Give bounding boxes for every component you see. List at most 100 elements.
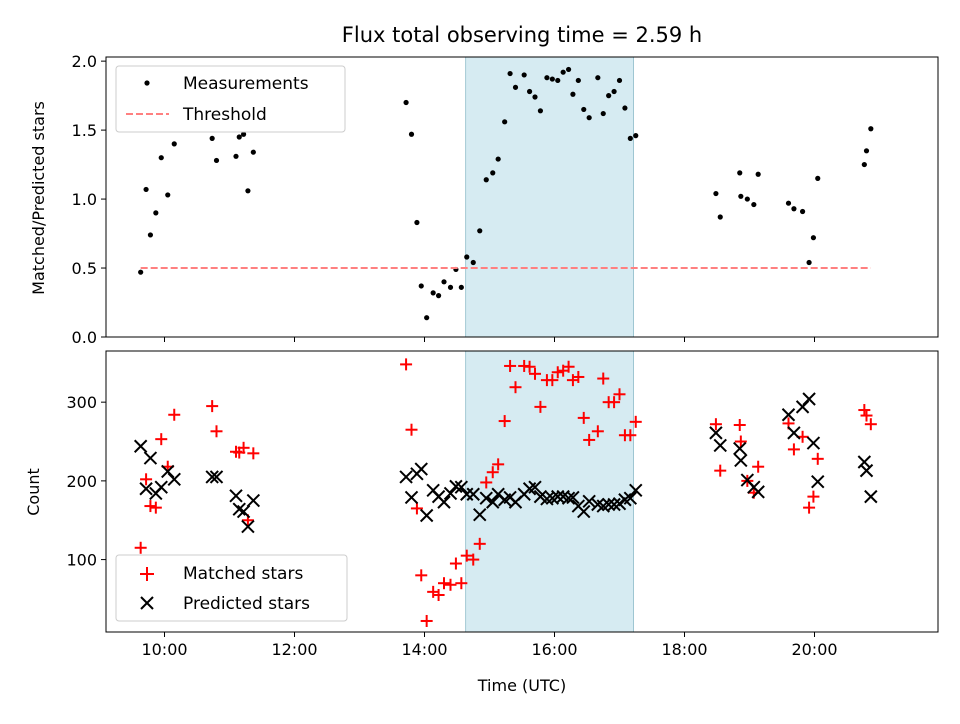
matched-star-point [577,411,590,424]
predicted-star-point [154,480,168,494]
measurement-point [549,76,555,82]
y-tick-label: 1.5 [72,121,97,140]
ratio-y-axis-label: Matched/Predicted stars [29,101,48,295]
measurement-point [616,77,623,84]
count-y-ticks: 100 200 300 [66,393,106,570]
measurement-point [622,105,628,111]
measurement-point [483,177,489,183]
measurement-point [570,91,576,97]
matched-star-point [486,466,499,479]
predicted-star-point [857,455,872,469]
matched-star-point [629,415,642,428]
measurement-point [233,153,239,159]
matched-star-point [210,425,223,438]
predicted-star-point [607,497,621,512]
measurement-point [600,110,606,117]
measurement-point [502,119,508,125]
predicted-star-point [582,494,596,509]
count-marks [133,358,878,627]
predicted-star-point [133,439,148,453]
measurement-point [435,293,442,299]
matched-star-point [608,396,621,409]
matched-star-point [140,473,153,486]
matched-star-point [734,435,747,448]
measurement-point [414,219,420,226]
y-tick-label: 2.0 [72,52,97,71]
measurement-point [861,161,867,168]
measurement-point [606,93,612,99]
predicted-star-point [713,438,727,453]
measurement-point [717,214,723,220]
matched-star-point [858,404,871,417]
y-tick-label: 1.0 [72,190,97,209]
matched-star-point [597,372,610,385]
predicted-star-point [781,408,796,422]
predicted-star-point [601,497,616,512]
predicted-star-point [241,519,255,534]
measurement-point [532,94,538,100]
matched-star-point [400,358,413,371]
x-tick-label: 20:00 [791,640,837,659]
highlight-span-top [465,56,634,338]
predicted-star-point [437,495,451,509]
legend-measurements-marker [144,80,150,86]
matched-star-point [583,433,596,446]
predicted-star-point [209,470,224,484]
measurement-point [403,99,409,106]
measurement-point [565,66,572,73]
ratio-marks [138,66,874,321]
predicted-star-point [566,490,580,505]
measurement-point [512,84,519,90]
measurement-point [537,108,544,114]
y-tick-label: 0.0 [72,328,97,347]
x-tick-label: 10:00 [141,640,187,659]
measurement-point [153,210,159,216]
matched-star-point [144,500,157,513]
matched-star-point [752,460,765,473]
x-tick-label: 14:00 [401,640,447,659]
measurement-point [245,188,251,194]
measurement-point [526,88,533,95]
matched-star-point [410,502,423,515]
measurement-point [147,232,154,238]
ratio-legend: Measurements Threshold [115,65,346,133]
measurement-point [785,200,792,206]
matched-star-point [449,557,462,570]
measurement-point [815,175,821,181]
measurement-point [806,259,812,266]
count-legend: Matched stars Predicted stars [115,554,348,622]
highlight-span-bottom [465,350,634,633]
measurement-point [863,148,870,154]
ratio-legend-box [115,65,346,133]
matched-star-point [803,501,816,514]
ratio-panel: 0.0 0.5 1.0 1.5 2.0 Flux total observing tim… [29,23,939,347]
measurement-point [581,106,587,113]
matched-star-point [405,423,418,436]
matched-star-point [438,577,450,590]
matched-star-point [455,577,468,590]
predicted-star-point [404,490,419,505]
matched-star-point [807,490,820,503]
matched-star-point [624,429,637,442]
measurement-point [250,149,256,155]
matched-star-point [811,452,824,465]
predicted-star-point [143,451,158,465]
predicted-star-point [709,426,723,440]
measurement-point [586,115,592,121]
matched-star-point [546,374,559,387]
matched-star-point [168,408,181,421]
measurement-point [430,290,436,296]
measurement-point [595,75,601,81]
matched-star-point [504,359,517,372]
count-y-axis-label: Count [24,468,43,516]
matched-star-point [860,409,873,422]
measurement-point [755,171,761,177]
ratio-x-ticks [164,337,815,342]
measurement-point [165,192,171,198]
predicted-star-point [414,462,428,476]
measurement-point [611,88,617,95]
predicted-star-point [806,436,821,450]
measurement-point [477,228,483,234]
predicted-star-point [419,508,434,523]
